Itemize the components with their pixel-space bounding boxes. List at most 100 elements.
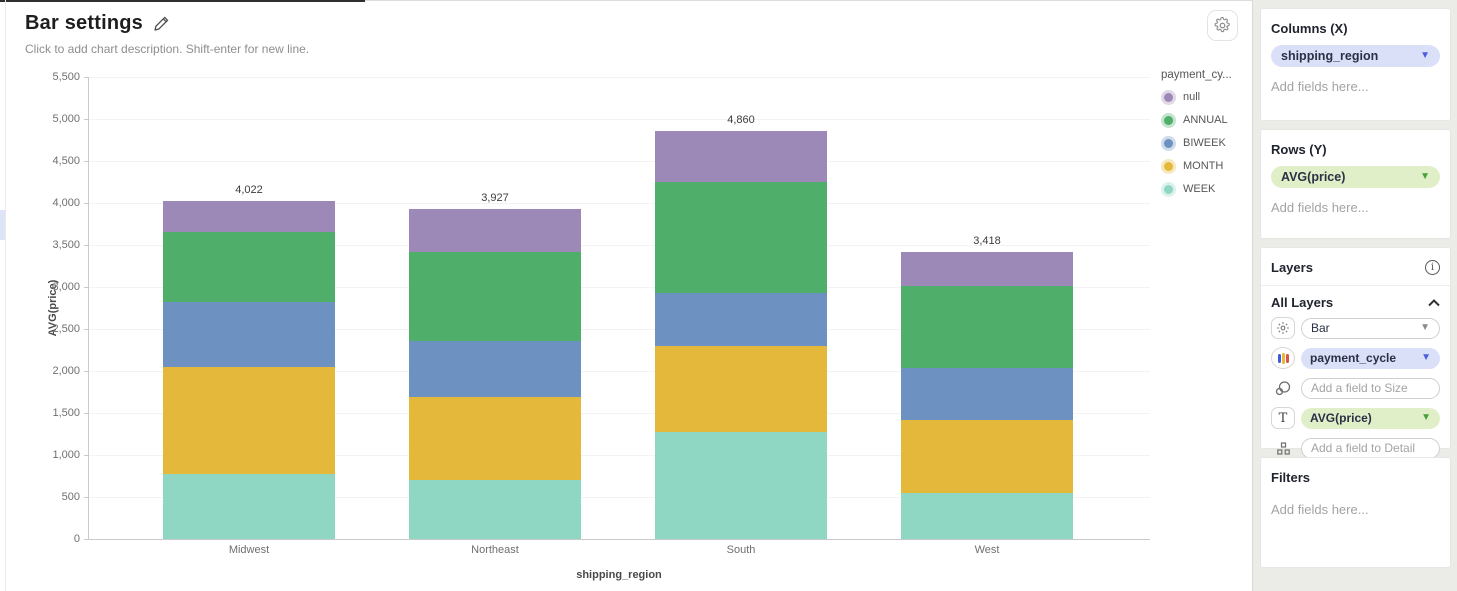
y-axis-line (88, 77, 89, 539)
legend-label: WEEK (1183, 183, 1216, 195)
y-axis-tick-label: 1,500 (52, 407, 80, 419)
columns-add-fields-dropzone[interactable]: Add fields here... (1271, 79, 1369, 94)
gridline (88, 455, 1150, 456)
y-axis-tick-label: 5,500 (52, 71, 80, 83)
y-axis-tick-label: 3,500 (52, 239, 80, 251)
legend-item-null[interactable]: null (1161, 91, 1253, 103)
y-axis-tick-label: 4,500 (52, 155, 80, 167)
rows-field-pill[interactable]: AVG(price) ▼ (1271, 166, 1440, 188)
layer-text-field-pill[interactable]: AVG(price) ▼ (1301, 407, 1440, 429)
legend-swatch (1164, 184, 1173, 194)
y-axis-tick-mark (84, 203, 88, 204)
y-axis-tick-mark (84, 371, 88, 372)
y-axis-tick-label: 2,000 (52, 365, 80, 377)
y-axis-tick-mark (84, 455, 88, 456)
layer-color-field-pill[interactable]: payment_cycle ▼ (1301, 347, 1440, 369)
x-axis-category-label: South (726, 544, 756, 556)
x-axis-category-label: West (974, 544, 1000, 556)
y-axis-tick-mark (84, 329, 88, 330)
columns-field-pill[interactable]: shipping_region ▼ (1271, 45, 1440, 67)
gridline (88, 245, 1150, 246)
bar-segment-ANNUAL-Midwest[interactable] (163, 232, 335, 303)
legend-item-WEEK[interactable]: WEEK (1161, 183, 1253, 195)
gridline (88, 119, 1150, 120)
detail-hierarchy-icon (1271, 437, 1295, 459)
legend-label: ANNUAL (1183, 114, 1228, 126)
chevron-down-icon: ▼ (1420, 322, 1430, 333)
bar-segment-BIWEEK-Midwest[interactable] (163, 302, 335, 367)
chart-title[interactable]: Bar settings (25, 12, 143, 34)
y-axis-tick-mark (84, 245, 88, 246)
y-axis-tick-label: 500 (61, 491, 80, 503)
legend-swatch (1164, 138, 1173, 148)
chart-header: Bar settings Click to add chart descript… (25, 12, 309, 56)
chevron-up-icon[interactable] (1428, 298, 1440, 307)
bar-segment-WEEK-Midwest[interactable] (163, 473, 335, 539)
chart-description-placeholder[interactable]: Click to add chart description. Shift-en… (25, 42, 310, 56)
rows-y-title: Rows (Y) (1271, 142, 1327, 157)
legend-swatch (1164, 92, 1173, 102)
top-edge-dark-strip (0, 0, 365, 2)
legend-swatch (1164, 161, 1173, 171)
chevron-down-icon: ▼ (1421, 412, 1431, 423)
bar-segment-BIWEEK-South[interactable] (655, 293, 827, 346)
bar-segment-MONTH-Northeast[interactable] (409, 397, 581, 480)
legend-item-ANNUAL[interactable]: ANNUAL (1161, 114, 1253, 126)
gridline (88, 371, 1150, 372)
layers-title: Layers (1271, 260, 1313, 275)
x-axis-title: shipping_region (576, 569, 662, 581)
bar-segment-ANNUAL-South[interactable] (655, 182, 827, 294)
legend-item-MONTH[interactable]: MONTH (1161, 160, 1253, 172)
rows-y-card: Rows (Y) AVG(price) ▼ Add fields here... (1260, 129, 1451, 239)
y-axis-tick-label: 2,500 (52, 323, 80, 335)
info-icon[interactable]: i (1425, 260, 1440, 275)
gridline (88, 77, 1150, 78)
bar-segment-WEEK-West[interactable] (901, 493, 1073, 539)
y-axis-tick-mark (84, 119, 88, 120)
bar-segment-WEEK-South[interactable] (655, 431, 827, 539)
bar-total-label: 4,022 (235, 184, 263, 197)
gridline (88, 497, 1150, 498)
rows-add-fields-dropzone[interactable]: Add fields here... (1271, 200, 1369, 215)
layer-detail-field-input[interactable]: Add a field to Detail (1301, 437, 1440, 459)
chevron-down-icon: ▼ (1421, 352, 1431, 363)
gridline (88, 161, 1150, 162)
left-panel-indicator[interactable] (0, 210, 5, 240)
edit-title-icon[interactable] (153, 15, 170, 32)
bar-segment-BIWEEK-Northeast[interactable] (409, 340, 581, 398)
filters-add-fields-dropzone[interactable]: Add fields here... (1271, 502, 1369, 517)
gridline (88, 329, 1150, 330)
layers-card: Layers i All Layers Bar (1260, 247, 1451, 459)
legend-swatch (1164, 115, 1173, 125)
bar-segment-MONTH-South[interactable] (655, 345, 827, 432)
y-axis-tick-label: 4,000 (52, 197, 80, 209)
gear-icon (1214, 17, 1230, 33)
bar-segment-MONTH-Midwest[interactable] (163, 366, 335, 474)
bar-segment-MONTH-West[interactable] (901, 420, 1073, 494)
layer-size-field-input[interactable]: Add a field to Size (1301, 377, 1440, 399)
bar-segment-null-Northeast[interactable] (409, 209, 581, 253)
bar-segment-null-South[interactable] (655, 130, 827, 183)
bar-segment-null-Midwest[interactable] (163, 201, 335, 233)
legend-item-BIWEEK[interactable]: BIWEEK (1161, 137, 1253, 149)
y-axis-tick-mark (84, 287, 88, 288)
columns-x-card: Columns (X) shipping_region ▼ Add fields… (1260, 8, 1451, 121)
filters-title: Filters (1271, 470, 1311, 485)
bar-chart-plot: AVG(price) shipping_region 0 500 1,000 1,50… (47, 71, 1150, 581)
bar-total-label: 3,418 (973, 234, 1001, 247)
bar-segment-WEEK-Northeast[interactable] (409, 479, 581, 539)
y-axis-tick-mark (84, 413, 88, 414)
gridline (88, 287, 1150, 288)
layer-chart-type-dropdown[interactable]: Bar ▼ (1301, 317, 1440, 339)
bar-segment-ANNUAL-West[interactable] (901, 285, 1073, 368)
chart-settings-button[interactable] (1207, 10, 1238, 41)
chart-legend: payment_cy... null ANNUAL BIWEEK MONTH WEEK (1161, 69, 1253, 206)
columns-x-title: Columns (X) (1271, 21, 1348, 36)
filters-card: Filters Add fields here... (1260, 457, 1451, 568)
bar-segment-BIWEEK-West[interactable] (901, 367, 1073, 421)
y-axis-tick-mark (84, 161, 88, 162)
bar-segment-null-West[interactable] (901, 251, 1073, 286)
bar-segment-ANNUAL-Northeast[interactable] (409, 252, 581, 341)
x-axis-category-label: Midwest (228, 544, 270, 556)
